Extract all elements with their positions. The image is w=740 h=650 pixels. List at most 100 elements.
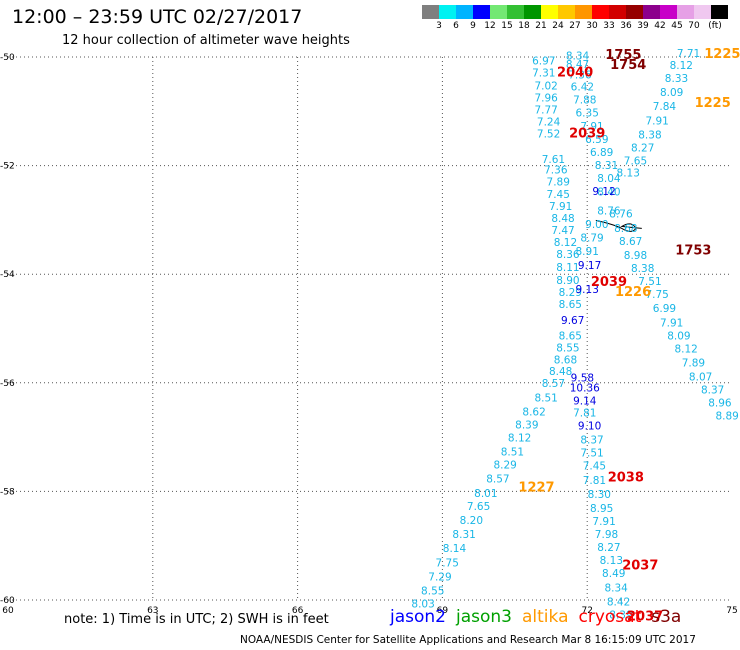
legend-swatch [524,5,541,19]
data-point-label: 7.98 [595,529,618,541]
mission-label: altika [522,607,569,627]
time-label: 1225 [695,96,731,111]
data-point-label: 8.27 [631,142,654,154]
data-point-label: 7.75 [645,289,668,301]
data-point-label: 8.27 [597,542,620,554]
y-tick-label: -50 [0,53,15,63]
track-loop [595,219,642,232]
data-point-label: 7.36 [544,165,568,177]
data-point-label: 7.91 [592,516,615,528]
data-point-label: 8.76 [597,205,621,217]
data-point-label: 7.89 [682,358,705,370]
data-point-label: 8.76 [609,209,633,221]
data-point-label: 8.29 [493,460,516,472]
chart-axis-ticks: 60 63 66 69 72 75 -50 -52 -54 -56 -58 -60 [0,53,738,616]
x-tick-label: 63 [147,606,158,616]
data-point-label: 8.34 [566,51,590,63]
legend-swatch [626,5,643,19]
data-point-label: 8.68 [554,354,577,366]
data-point-label: 7.77 [534,104,557,116]
time-label: 2039 [569,126,605,141]
time-label: 2037 [622,559,658,574]
legend-label: 39 [637,21,649,31]
data-point-label: 8.12 [674,343,697,355]
data-point-label: 8.11 [556,262,579,274]
legend-label: 45 [671,21,683,31]
x-tick-label: 66 [292,606,304,616]
data-point-label: 7.96 [534,93,558,105]
time-label: 1755 [605,48,641,63]
legend-swatch [677,5,694,19]
data-point-label: 9.12 [592,186,615,198]
data-point-label: 8.95 [590,503,613,515]
legend-swatch [643,5,660,19]
data-point-label: 8.07 [689,372,712,384]
data-point-label: 8.33 [665,73,688,85]
data-point-label: 8.51 [501,447,524,459]
mission-legend: jason2 jason3 altika cryosat s3a [390,607,691,627]
mission-label: jason2 [390,607,446,627]
data-point-label: 6.35 [576,108,599,120]
data-point-label: 8.68 [614,223,637,235]
data-point-label: 7.65 [624,156,647,168]
mission-label: cryosat [578,607,642,627]
legend-swatch [694,5,711,19]
legend-swatch [592,5,609,19]
data-point-label: 8.12 [554,237,577,249]
data-point-label: 7.65 [467,501,490,513]
data-point-label: 9.13 [576,284,599,296]
data-point-label: 8.62 [522,406,545,418]
legend-label: 12 [484,21,496,31]
data-point-label: 8.01 [474,488,497,500]
chart-data-points: 6.977.317.027.967.777.247.527.617.367.89… [411,48,738,621]
data-point-label: 9.14 [573,396,597,408]
data-point-label: 8.51 [534,392,557,404]
data-point-label: 8.48 [551,213,574,225]
y-tick-label: -60 [0,596,15,606]
data-point-label: 8.57 [486,474,509,486]
data-point-label: 8.29 [559,287,582,299]
data-point-label: 7.81 [573,407,596,419]
data-point-label: 10.36 [570,382,600,394]
data-point-label: 7.75 [436,557,459,569]
data-point-label: 8.89 [715,411,738,423]
data-point-label: 8.65 [559,299,582,311]
legend-swatch [422,5,439,19]
data-point-label: 7.02 [534,81,557,93]
data-point-label: 7.91 [549,201,572,213]
data-point-label: 7.45 [547,189,570,201]
data-point-label: 9.10 [578,420,601,432]
data-point-label: 7.81 [583,475,606,487]
data-point-label: 7.45 [583,461,606,473]
data-point-label: 8.37 [701,385,724,397]
page-subtitle: 12 hour collection of altimeter wave hei… [62,33,350,48]
time-label: 1226 [615,285,651,300]
data-point-label: 8.13 [600,555,623,567]
legend-label: 3 [436,21,442,31]
data-point-label: 8.42 [607,596,630,608]
legend-label: 70 [688,21,700,31]
data-point-label: 7.71 [677,48,700,60]
data-point-label: 8.67 [619,236,642,248]
data-point-label: 7.24 [537,116,561,128]
data-point-label: 8.91 [576,246,599,258]
time-label: 1225 [704,47,740,62]
chart-grid [8,56,732,601]
data-point-label: 9.00 [585,219,608,231]
data-point-label: 7.91 [645,115,668,127]
data-point-label: 6.99 [653,303,676,315]
legend-swatch [558,5,575,19]
y-tick-label: -56 [0,379,15,389]
data-point-label: 8.20 [460,515,483,527]
legend-label: 9 [470,21,476,31]
data-point-label: 8.37 [580,435,603,447]
legend-swatch [473,5,490,19]
data-point-label: 8.31 [595,160,618,172]
legend-swatch [439,5,456,19]
legend-label: (ft) [708,21,722,31]
legend-label: 30 [586,21,598,31]
data-point-label: 7.88 [573,95,596,107]
legend-swatch [711,5,728,19]
data-point-label: 8.38 [631,263,654,275]
data-point-label: 8.14 [443,543,467,555]
